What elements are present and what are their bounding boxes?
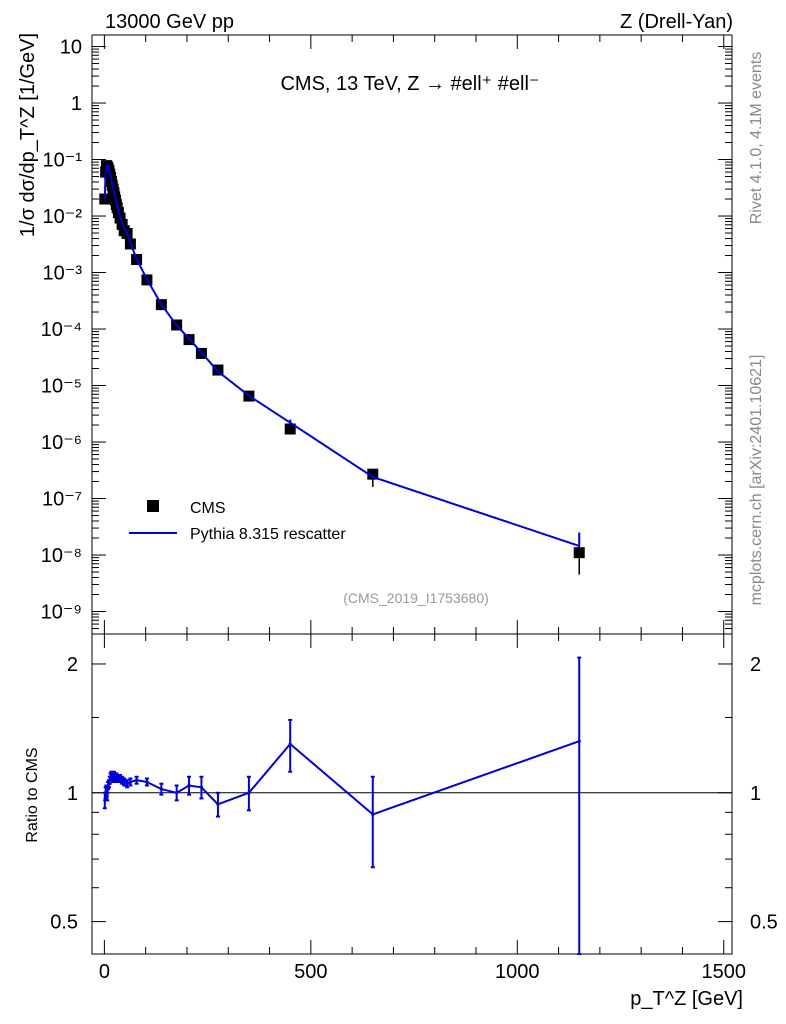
- ratio-data-point: [371, 812, 375, 817]
- main-data-layer: [99, 160, 585, 575]
- ratio-data-point: [125, 782, 129, 786]
- ratio-data-point: [105, 794, 109, 799]
- ratio-data-point: [175, 791, 179, 795]
- ratio-data-point: [128, 780, 132, 784]
- legend-marker-cms: [147, 500, 159, 512]
- main-y-tick-label: 10⁻⁷: [42, 489, 82, 511]
- ratio-data-layer: [92, 656, 732, 955]
- x-tick-label: 1500: [701, 961, 746, 983]
- ratio-data-point: [134, 778, 139, 782]
- main-y-tick-label: 10⁻³: [43, 263, 83, 285]
- analysis-id-annotation: (CMS_2019_I1753680): [343, 590, 489, 606]
- main-axis-ticks: 10 1 10⁻¹ 10⁻² 10⁻³ 10⁻⁴ 10⁻⁵ 10⁻⁶ 10⁻⁷ 10⁻⁸ 10⁻⁹: [41, 35, 732, 635]
- cms-data-point: [573, 547, 585, 559]
- ratio-y-tick-label-left: 2: [67, 654, 78, 676]
- main-y-axis-label: 1/σ dσ/dp_T^Z [1/GeV]: [17, 33, 39, 237]
- cms-data-point: [99, 193, 111, 205]
- cms-data-point: [284, 423, 296, 435]
- main-y-tick-label: 10⁻²: [43, 206, 83, 228]
- main-y-tick-label: 10⁻⁶: [41, 432, 82, 454]
- ratio-y-tick-label-right: 2: [750, 654, 761, 676]
- source-url-label: mcplots.cern.ch [arXiv:2401.10621]: [748, 355, 765, 606]
- main-y-tick-label: 10: [60, 37, 82, 59]
- main-y-tick-label: 10⁻⁹: [41, 602, 82, 624]
- ratio-data-point: [577, 739, 581, 743]
- ratio-data-point: [288, 742, 292, 746]
- legend-label-cms: CMS: [190, 500, 226, 517]
- header-right-label: Z (Drell-Yan): [620, 11, 733, 33]
- pythia-prediction-line: [103, 163, 580, 547]
- ratio-y-tick-label-right: 1: [750, 783, 761, 805]
- legend: CMS Pythia 8.315 rescatter: [129, 500, 346, 543]
- main-y-tick-label: 10⁻⁵: [41, 376, 82, 398]
- ratio-data-point: [199, 785, 204, 789]
- rivet-version-label: Rivet 4.1.0, 4.1M events: [748, 52, 765, 225]
- ratio-y-tick-label-right: 0.5: [750, 912, 778, 934]
- main-y-tick-label: 10⁻⁴: [41, 319, 82, 341]
- ratio-axis-ticks: 0 500 1000 1500 2 2 1 1 0.5 0.5: [50, 634, 778, 983]
- ratio-data-point: [145, 780, 149, 784]
- main-y-tick-label: 10⁻¹: [43, 150, 83, 172]
- ratio-data-point: [216, 802, 220, 806]
- x-tick-label: 0: [99, 961, 110, 983]
- ratio-y-tick-label-left: 0.5: [50, 912, 78, 934]
- main-y-tick-label: 1: [71, 93, 82, 115]
- ratio-y-axis-label: Ratio to CMS: [24, 747, 41, 842]
- main-y-tick-label: 10⁻⁸: [41, 545, 82, 567]
- ratio-data-point: [159, 787, 163, 791]
- legend-label-pythia: Pythia 8.315 rescatter: [190, 526, 346, 543]
- ratio-y-tick-label-left: 1: [67, 783, 78, 805]
- ratio-data-point: [247, 791, 251, 795]
- ratio-plot-frame: [91, 633, 733, 955]
- x-axis-label: p_T^Z [GeV]: [630, 988, 743, 1010]
- header-left-label: 13000 GeV pp: [105, 11, 234, 33]
- ratio-data-point: [187, 783, 191, 788]
- chart-title: CMS, 13 TeV, Z → #ell⁺ #ell⁻: [280, 73, 539, 95]
- x-tick-label: 500: [294, 961, 327, 983]
- ratio-data-point: [122, 780, 126, 784]
- x-tick-label: 1000: [495, 961, 540, 983]
